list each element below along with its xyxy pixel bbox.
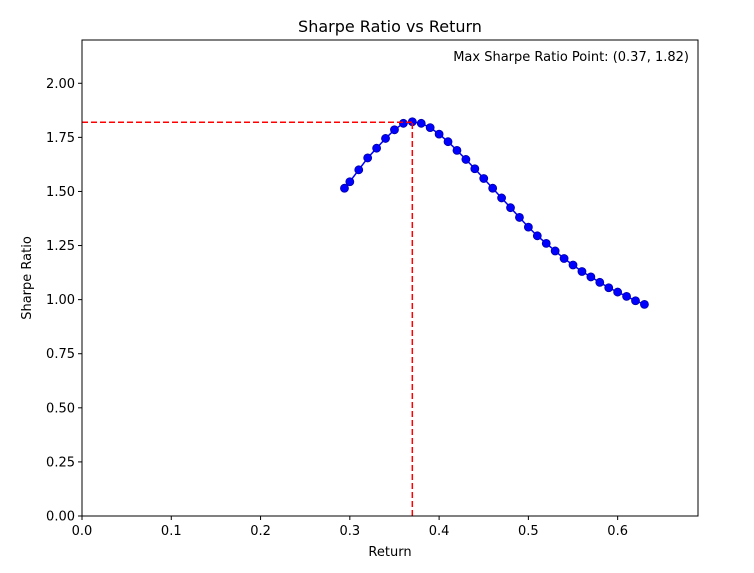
data-point — [515, 213, 524, 222]
data-point — [390, 125, 399, 135]
data-point — [425, 123, 435, 133]
data-point — [613, 287, 623, 297]
x-tick-label: 0.1 — [161, 524, 182, 539]
data-point — [470, 164, 480, 174]
data-point — [568, 260, 578, 270]
data-point — [398, 118, 408, 128]
data-point — [506, 203, 515, 213]
y-tick-label: 1.75 — [46, 131, 75, 146]
data-point — [452, 145, 462, 155]
data-point — [604, 283, 614, 293]
data-point — [640, 299, 649, 309]
data-point — [577, 267, 587, 276]
y-axis-label: Sharpe Ratio — [20, 236, 35, 320]
chart-title: Sharpe Ratio vs Return — [298, 17, 482, 36]
max-sharpe-annotation: Max Sharpe Ratio Point: (0.37, 1.82) — [453, 50, 689, 65]
data-point — [354, 165, 364, 175]
x-tick-label: 0.3 — [339, 524, 360, 539]
sharpe-series-line — [343, 121, 645, 306]
y-tick-label: 0.00 — [46, 510, 75, 525]
y-tick-label: 2.00 — [46, 77, 75, 92]
y-tick-label: 0.50 — [46, 401, 75, 416]
x-axis-label: Return — [368, 545, 411, 560]
data-point — [595, 277, 605, 287]
data-point — [541, 238, 551, 248]
data-point — [363, 153, 373, 163]
data-point — [372, 143, 382, 153]
y-tick-label: 0.25 — [46, 455, 75, 470]
data-point — [550, 246, 560, 256]
data-point — [461, 155, 471, 164]
y-tick-label: 0.75 — [46, 347, 75, 362]
data-point — [488, 183, 498, 193]
data-point — [622, 291, 631, 301]
data-point — [416, 118, 426, 128]
x-tick-label: 0.5 — [518, 524, 539, 539]
data-point — [532, 231, 542, 241]
data-point — [586, 272, 596, 282]
x-tick-label: 0.0 — [72, 524, 93, 539]
y-axis: 0.00 0.25 0.50 0.75 1.00 1.25 1.50 1.75 2.00 — [46, 77, 82, 525]
data-point — [497, 193, 506, 203]
y-tick-label: 1.50 — [46, 185, 75, 200]
data-point — [523, 222, 533, 232]
data-point — [434, 129, 444, 139]
x-axis: 0.0 0.1 0.2 0.3 0.4 0.5 0.6 — [72, 516, 628, 539]
data-point — [631, 296, 640, 306]
data-point — [381, 134, 390, 143]
plot-frame — [81, 39, 699, 517]
x-tick-label: 0.6 — [607, 524, 628, 539]
data-point — [479, 174, 489, 183]
y-tick-label: 1.25 — [46, 239, 75, 254]
data-point — [443, 137, 453, 147]
x-tick-label: 0.4 — [429, 524, 450, 539]
data-point — [345, 177, 355, 187]
y-tick-label: 1.00 — [46, 293, 75, 308]
data-point — [559, 254, 569, 263]
data-point — [340, 183, 349, 193]
x-tick-label: 0.2 — [250, 524, 271, 539]
